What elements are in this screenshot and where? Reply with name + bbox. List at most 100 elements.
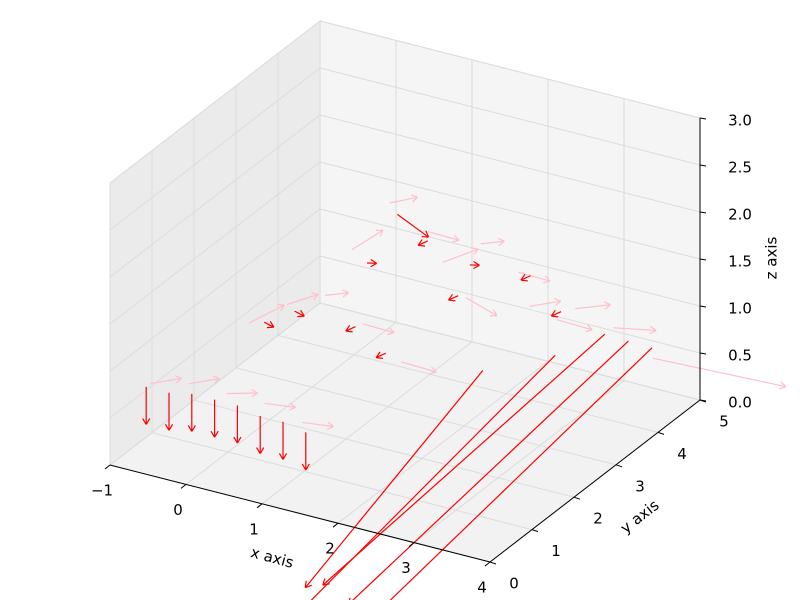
z-tick <box>699 164 707 167</box>
z-tick-label: 2.0 <box>728 206 752 224</box>
arrow <box>187 393 196 432</box>
y-tick <box>615 464 623 468</box>
arrow <box>210 399 219 438</box>
arrow <box>164 392 174 431</box>
arrow <box>417 239 429 247</box>
x-grid-line <box>261 341 473 505</box>
y-tick-label: 3 <box>635 477 645 495</box>
arrow <box>575 301 611 310</box>
y-tick <box>489 561 497 565</box>
arrow <box>150 375 182 385</box>
z-grid-line <box>319 67 701 166</box>
z-tick-label: 2.5 <box>728 159 752 177</box>
z-tick <box>699 399 707 402</box>
arrow <box>518 271 551 284</box>
arrow <box>264 402 296 411</box>
x-tick-label: −1 <box>91 482 113 500</box>
y-tick <box>657 431 665 435</box>
y-tick <box>573 496 581 500</box>
arrow <box>520 274 531 282</box>
z-tick <box>699 305 707 308</box>
arrow <box>375 351 387 360</box>
z-tick-label: 1.5 <box>728 253 752 271</box>
arrow <box>286 292 319 306</box>
arrow <box>397 213 430 238</box>
arrow <box>550 309 562 318</box>
arrow <box>304 370 484 589</box>
arrow <box>400 361 437 375</box>
z-grid-line <box>319 20 701 119</box>
x-tick <box>104 464 111 470</box>
x-tick <box>180 484 187 489</box>
arrow <box>226 388 258 398</box>
z-grid-line <box>109 67 321 231</box>
arrow <box>389 347 653 600</box>
x-tick <box>484 561 491 567</box>
z-grid-line <box>109 20 321 184</box>
z-grid-line <box>319 255 701 354</box>
y-tick-label: 0 <box>509 575 519 593</box>
y-grid-line <box>235 367 617 466</box>
x-grid-line <box>413 380 625 543</box>
z-tick <box>699 352 707 355</box>
arrow <box>310 354 556 600</box>
arrow <box>188 375 220 385</box>
x-tick-label: 1 <box>249 520 259 538</box>
arrow <box>233 405 242 444</box>
panes <box>108 19 702 563</box>
arrow <box>448 293 459 302</box>
arrow <box>302 421 334 430</box>
arrow <box>294 309 305 318</box>
y-grid-line <box>193 399 575 498</box>
y-tick-label: 2 <box>593 510 603 528</box>
z-tick <box>699 211 707 214</box>
arrow <box>442 247 479 263</box>
arrow <box>366 259 378 268</box>
arrow <box>469 260 480 270</box>
z-grid-line <box>109 161 321 325</box>
y-tick-label: 1 <box>551 542 561 560</box>
x-axis-line <box>109 464 491 563</box>
arrow <box>480 237 505 246</box>
arrow <box>256 415 265 454</box>
x-tick <box>408 542 415 547</box>
y-grid-line <box>151 432 533 531</box>
arrow <box>389 194 419 204</box>
y-axis-label: y axis <box>617 496 663 537</box>
arrow <box>278 421 288 460</box>
arrow <box>529 297 562 307</box>
x-tick-label: 3 <box>401 559 411 577</box>
x-grid-line <box>337 360 549 524</box>
z-grid-line <box>319 114 701 213</box>
y-tick-label: 5 <box>719 413 729 431</box>
z-grid-line <box>109 114 321 278</box>
arrow <box>427 230 460 243</box>
z-grid-line <box>109 208 321 372</box>
x-axis-label: x axis <box>249 543 296 572</box>
x-tick <box>256 503 263 509</box>
arrow <box>142 386 151 425</box>
z-tick-label: 0.5 <box>728 347 752 365</box>
arrow <box>345 324 356 333</box>
arrow <box>362 323 395 336</box>
y-tick <box>531 529 539 533</box>
arrow <box>465 297 498 317</box>
arrow <box>263 320 275 329</box>
y-axis-line <box>489 399 701 563</box>
axes: −1 0 1 2 3 4 0 1 2 3 4 50.0 0.5 1.0 1.5 2.0 2.5 3.0 <box>91 112 752 597</box>
x-tick-label: 0 <box>173 501 183 519</box>
z-grid-line <box>109 302 321 466</box>
grid <box>109 20 701 563</box>
z-tick-label: 1.0 <box>728 300 752 318</box>
y-tick-label: 4 <box>677 445 687 463</box>
arrow <box>351 229 384 251</box>
z-tick-label: 0.0 <box>728 394 752 412</box>
x-tick-label: 2 <box>325 540 335 558</box>
z-axis-label: z axis <box>763 236 781 279</box>
arrow <box>301 432 310 471</box>
arrows <box>142 194 787 600</box>
y-grid-line <box>277 334 659 433</box>
arrow <box>556 319 593 333</box>
z-tick-label: 3.0 <box>728 112 752 130</box>
